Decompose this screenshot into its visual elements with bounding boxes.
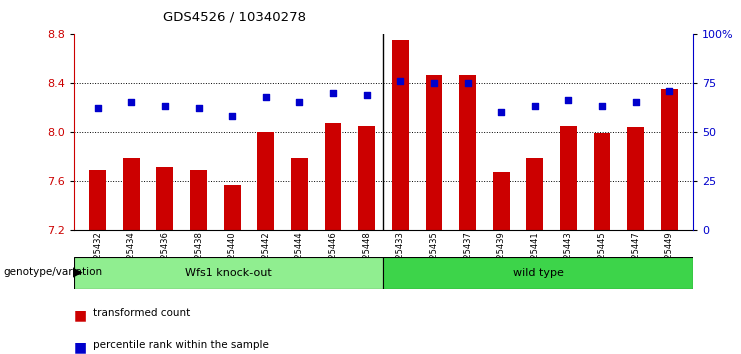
- Point: [361, 92, 373, 97]
- Bar: [156, 167, 173, 230]
- Point: [226, 113, 238, 119]
- Point: [260, 94, 272, 99]
- Bar: [190, 170, 207, 230]
- Text: Wfs1 knock-out: Wfs1 knock-out: [185, 268, 272, 278]
- Text: percentile rank within the sample: percentile rank within the sample: [93, 340, 268, 350]
- Text: genotype/variation: genotype/variation: [4, 267, 103, 277]
- Point: [327, 90, 339, 96]
- Text: transformed count: transformed count: [93, 308, 190, 318]
- Bar: [392, 40, 409, 230]
- Point: [125, 99, 137, 105]
- Point: [663, 88, 675, 93]
- Bar: [291, 158, 308, 230]
- Point: [562, 98, 574, 103]
- Bar: [384, 257, 693, 289]
- Point: [596, 103, 608, 109]
- Bar: [493, 172, 510, 230]
- Point: [92, 105, 104, 111]
- Bar: [661, 89, 678, 230]
- Bar: [628, 127, 644, 230]
- Bar: [257, 132, 274, 230]
- Point: [462, 80, 473, 86]
- Bar: [594, 133, 611, 230]
- Text: ▶: ▶: [73, 266, 82, 278]
- Text: ■: ■: [74, 340, 87, 354]
- Point: [529, 103, 541, 109]
- Text: ■: ■: [74, 308, 87, 322]
- Bar: [123, 158, 139, 230]
- Bar: [325, 123, 342, 230]
- Point: [193, 105, 205, 111]
- Bar: [459, 75, 476, 230]
- Text: GDS4526 / 10340278: GDS4526 / 10340278: [163, 11, 306, 24]
- Bar: [560, 126, 576, 230]
- Bar: [358, 126, 375, 230]
- Text: wild type: wild type: [513, 268, 564, 278]
- Point: [428, 80, 440, 86]
- Point: [159, 103, 171, 109]
- Point: [293, 99, 305, 105]
- Bar: [89, 170, 106, 230]
- Bar: [425, 75, 442, 230]
- Bar: [224, 185, 241, 230]
- Point: [630, 99, 642, 105]
- Point: [495, 109, 507, 115]
- Point: [394, 78, 406, 84]
- Bar: [74, 257, 384, 289]
- Bar: [526, 158, 543, 230]
